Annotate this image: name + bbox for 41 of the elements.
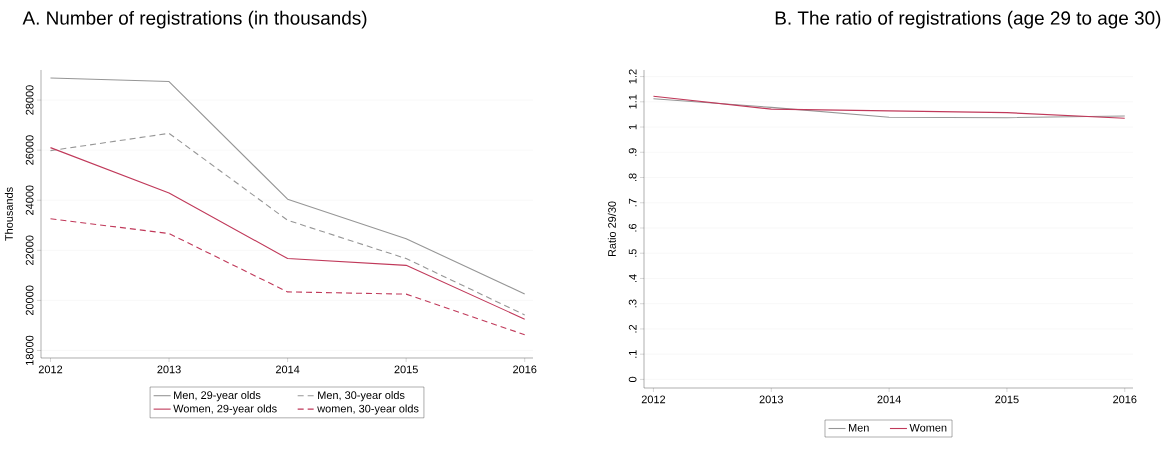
chart-title: B. The ratio of registrations (age 29 to age 30) bbox=[775, 10, 1161, 29]
y-tick-label: 1.2 bbox=[628, 69, 637, 84]
y-tick-label: .4 bbox=[628, 274, 637, 283]
y-axis-title: Thousands bbox=[4, 187, 13, 241]
x-tick-label: 2014 bbox=[275, 365, 300, 374]
chart-title: A. Number of registrations (in thousands) bbox=[22, 10, 367, 29]
line-series bbox=[49, 77, 526, 295]
y-tick-label: .8 bbox=[628, 173, 637, 182]
x-tick-label: 2016 bbox=[1113, 395, 1137, 404]
y-tick-label: .2 bbox=[628, 324, 637, 333]
y-tick-label: .3 bbox=[628, 299, 637, 308]
y-tick-label: .1 bbox=[628, 350, 637, 358]
y-tick-label: 24000 bbox=[25, 185, 34, 215]
y-tick-label: .6 bbox=[628, 223, 637, 232]
legend-label: Men, 29-year olds bbox=[174, 390, 261, 402]
x-tick-label: 2013 bbox=[759, 395, 783, 404]
x-tick-label: 2012 bbox=[38, 365, 63, 374]
x-tick-label: 2016 bbox=[513, 365, 537, 374]
y-axis-title: Ratio 29/30 bbox=[607, 201, 616, 257]
y-tick-label: .9 bbox=[628, 148, 637, 156]
x-tick-label: 2012 bbox=[641, 395, 666, 404]
y-tick-label: 26000 bbox=[25, 135, 34, 165]
y-tick-label: .5 bbox=[628, 249, 637, 257]
y-tick-label: 28000 bbox=[25, 85, 34, 115]
y-tick-label: 0 bbox=[628, 376, 637, 383]
line-series bbox=[49, 218, 526, 336]
y-tick-label: .7 bbox=[628, 198, 637, 207]
y-tick-label: 1 bbox=[628, 124, 637, 130]
y-tick-label: 20000 bbox=[25, 285, 34, 316]
y-tick-label: 22000 bbox=[25, 235, 34, 265]
legend-label: Men bbox=[848, 424, 869, 432]
x-tick-label: 2015 bbox=[394, 365, 418, 374]
legend-label: women, 30-year olds bbox=[317, 404, 419, 415]
x-tick-label: 2013 bbox=[157, 365, 181, 374]
legend-label: Women bbox=[909, 424, 947, 432]
x-tick-label: 2015 bbox=[995, 395, 1019, 404]
y-tick-label: 18000 bbox=[25, 335, 34, 365]
x-tick-label: 2014 bbox=[877, 395, 901, 404]
legend-label: Women, 29-year olds bbox=[173, 404, 277, 415]
legend-label: Men, 30-year olds bbox=[318, 390, 405, 402]
y-tick-label: 1.1 bbox=[628, 94, 637, 109]
